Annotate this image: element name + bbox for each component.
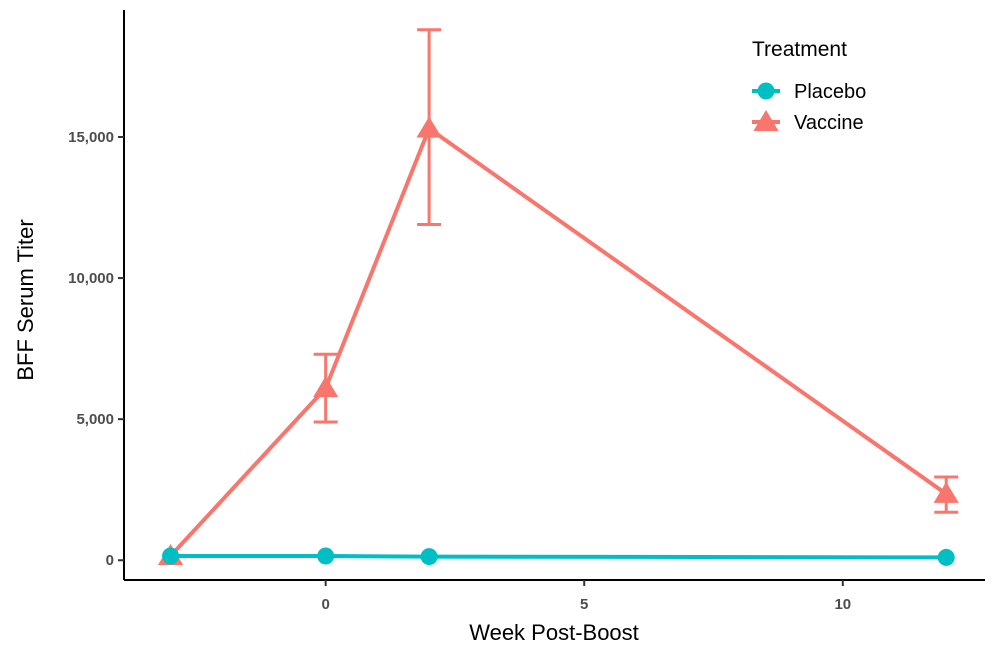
legend-label: Placebo bbox=[794, 81, 866, 103]
data-point bbox=[416, 116, 442, 138]
data-point bbox=[317, 547, 335, 565]
y-axis-title: BFF Serum Titer bbox=[13, 219, 38, 380]
axes: 0 5,000 10,000 15,000 0 5 10 bbox=[68, 10, 985, 613]
series-line bbox=[169, 126, 948, 558]
y-tick-label: 0 bbox=[106, 552, 114, 569]
legend: Treatment Placebo Vaccine bbox=[752, 38, 866, 134]
data-point bbox=[937, 548, 955, 566]
x-tick-label: 5 bbox=[580, 596, 588, 613]
y-tick-label: 5,000 bbox=[76, 411, 114, 428]
x-tick-label: 10 bbox=[834, 596, 851, 613]
series-line bbox=[170, 554, 947, 560]
y-tick-label: 10,000 bbox=[68, 270, 114, 287]
legend-key-marker bbox=[757, 82, 775, 100]
x-tick-label: 0 bbox=[322, 596, 330, 613]
legend-item-vaccine: Vaccine bbox=[752, 110, 864, 134]
series-vaccine bbox=[157, 28, 959, 566]
x-axis-title: Week Post-Boost bbox=[469, 620, 639, 645]
series-layer bbox=[157, 28, 959, 566]
legend-title: Treatment bbox=[752, 38, 847, 61]
y-tick-label: 15,000 bbox=[68, 129, 114, 146]
data-point bbox=[933, 481, 959, 503]
series-placebo bbox=[162, 547, 955, 566]
data-point bbox=[420, 548, 438, 566]
legend-key-marker bbox=[753, 110, 779, 131]
data-point bbox=[313, 376, 339, 398]
legend-label: Vaccine bbox=[794, 112, 864, 134]
data-point bbox=[162, 547, 180, 565]
legend-item-placebo: Placebo bbox=[752, 81, 866, 103]
